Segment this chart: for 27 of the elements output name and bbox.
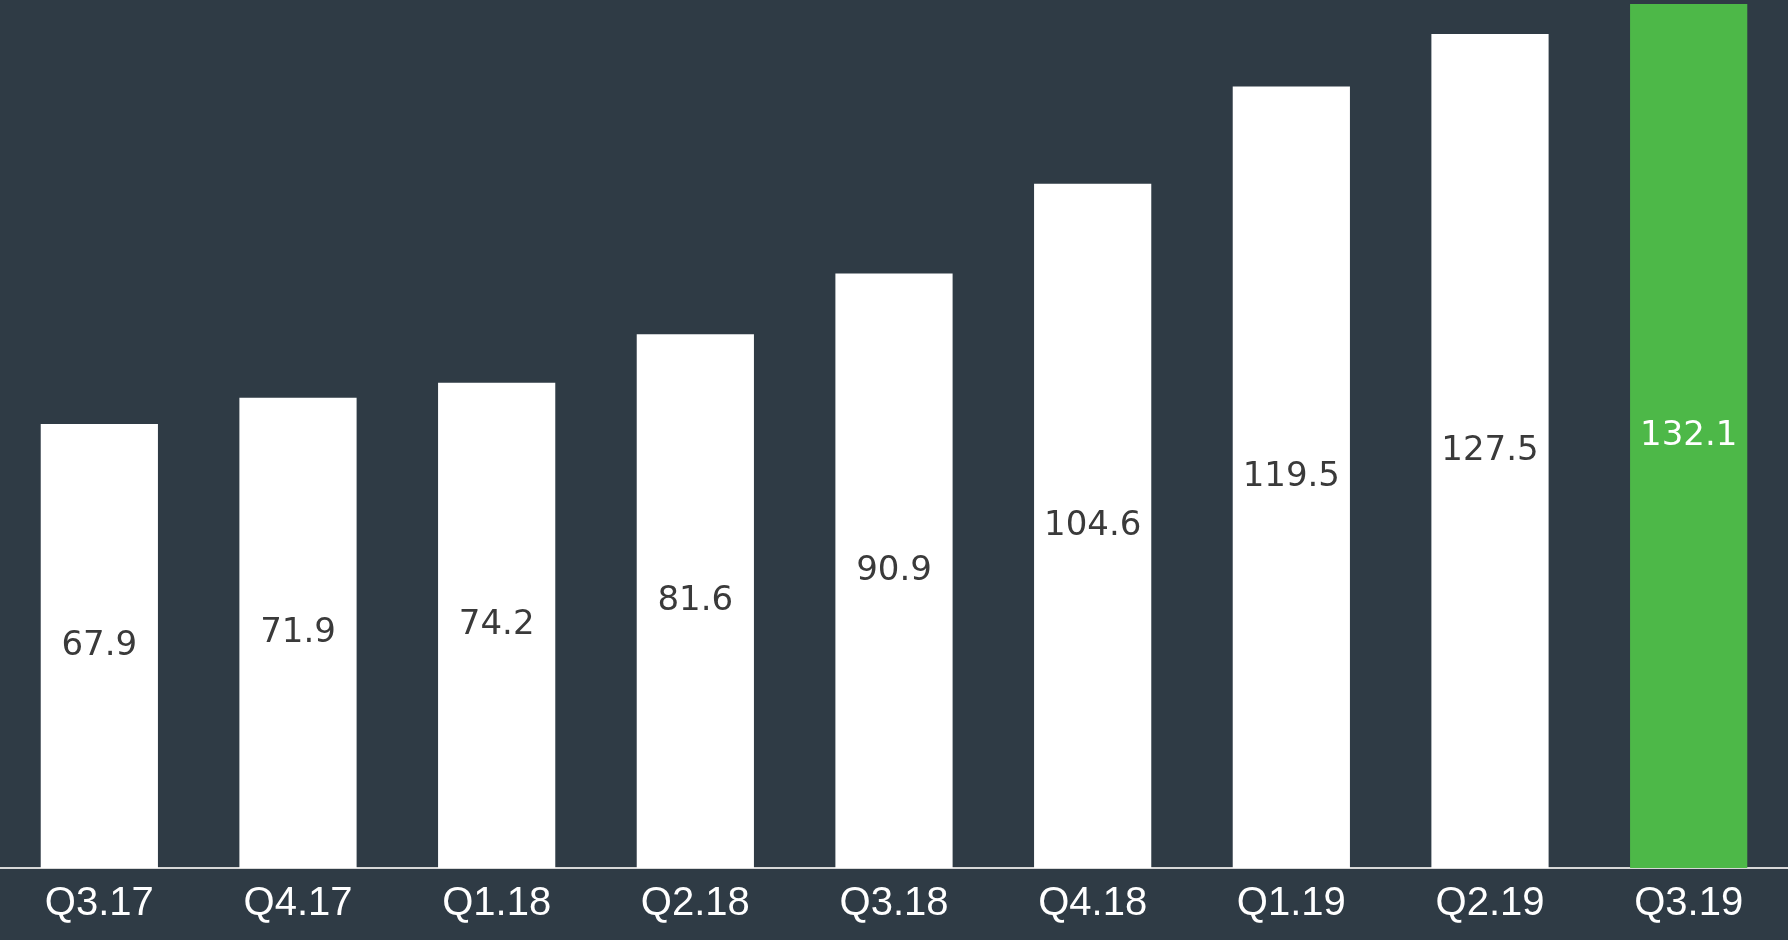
bar [40,423,158,868]
x-tick-label: Q2.19 [1435,879,1545,924]
bar [1431,34,1549,868]
x-tick-label: Q1.19 [1236,879,1346,924]
data-label: 127.5 [1441,427,1539,468]
bar [438,382,556,868]
x-tick-label: Q3.19 [1634,879,1744,924]
data-label: 74.2 [458,602,535,643]
bar [1232,86,1350,868]
data-label: 67.9 [61,622,138,663]
data-label: 132.1 [1639,412,1738,453]
x-tick-label: Q3.18 [839,879,949,924]
x-tick-label: Q4.18 [1038,879,1148,924]
data-label: 119.5 [1242,454,1341,495]
bar [1034,183,1152,868]
data-label: 71.9 [260,609,336,650]
bar [835,273,953,868]
bar [636,334,754,868]
x-tick-label: Q1.18 [442,879,552,924]
bar [1630,4,1748,868]
x-tick-label: Q2.18 [640,879,750,924]
data-label: 104.6 [1043,502,1142,543]
bar [239,397,357,868]
x-tick-label: Q3.17 [44,879,154,924]
data-label: 90.9 [856,547,932,588]
x-tick-label: Q4.17 [243,879,353,924]
data-label: 81.6 [657,577,734,618]
